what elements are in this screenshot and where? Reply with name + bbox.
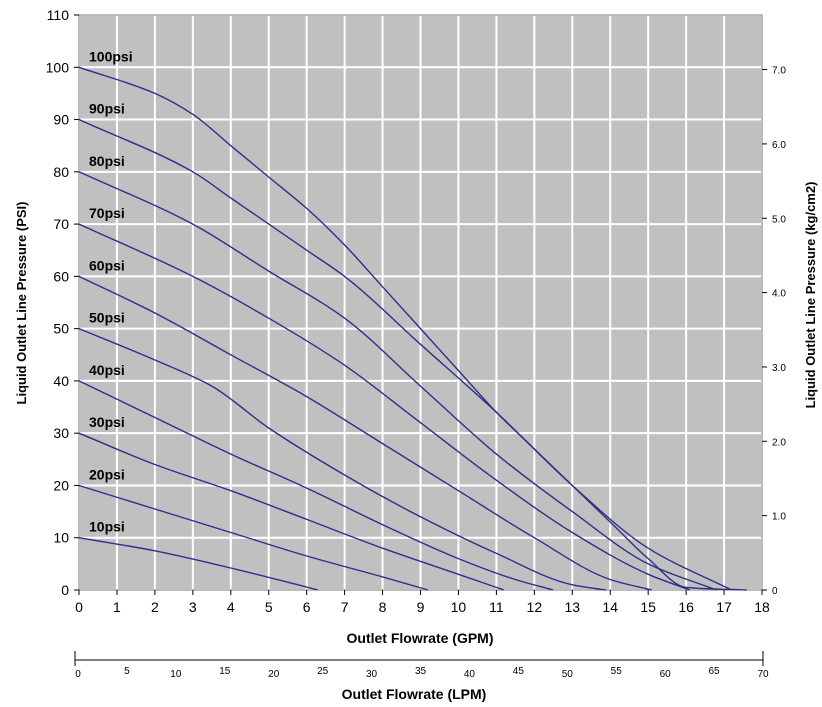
curve-label-40psi: 40psi [89,362,125,378]
curve-50psi [78,327,607,591]
curve-30psi [78,432,505,591]
left-tick-label: 80 [53,164,69,180]
curve-labels: 10psi 20psi 30psi 40psi 50psi 60psi 70psi 80psi… [89,48,133,534]
left-axis-ticks: 0 10 20 30 40 50 60 70 80 90 100 110 [46,7,79,598]
bottom-tick-label: 0 [75,599,83,615]
curve-label-90psi: 90psi [89,101,125,117]
curve-90psi [78,118,732,591]
right-tick-label: 1.0 [772,512,786,523]
left-tick-label: 70 [53,216,69,232]
right-tick-label: 6.0 [772,140,786,151]
lpm-axis: 0 5 10 15 20 25 30 35 40 45 50 55 60 65 70 [74,651,769,680]
x-axis-title: Outlet Flowrate (GPM) [347,630,494,646]
lpm-tick-label: 15 [219,666,231,677]
left-tick-label: 20 [53,477,69,493]
curve-label-70psi: 70psi [89,205,125,221]
bottom-tick-label: 10 [451,599,467,615]
left-tick-label: 50 [53,321,69,337]
right-tick-label: 4.0 [772,289,786,300]
bottom-tick-label: 8 [379,599,387,615]
curve-60psi [78,275,653,591]
right-tick-label: 3.0 [772,363,786,374]
lpm-tick-label: 45 [513,666,525,677]
lpm-tick-label: 30 [366,669,378,680]
curve-label-10psi: 10psi [89,519,125,535]
bottom-tick-label: 5 [265,599,273,615]
bottom-tick-label: 4 [227,599,235,615]
right-axis-title: Liquid Outlet Line Pressure (kg/cm2) [803,182,818,409]
curve-40psi [78,380,554,591]
left-tick-label: 10 [53,530,69,546]
curve-label-80psi: 80psi [89,153,125,169]
lpm-tick-label: 65 [709,666,721,677]
right-tick-label: 7.0 [772,66,786,77]
lpm-tick-label: 25 [317,666,329,677]
lpm-tick-label: 0 [75,669,81,680]
lpm-tick-label: 70 [757,669,769,680]
bottom-tick-label: 9 [417,599,425,615]
bottom-tick-label: 17 [716,599,732,615]
right-tick-label: 0 [772,586,778,597]
lpm-tick-label: 50 [562,669,574,680]
y-axis-title: Liquid Outlet Line Pressure (PSI) [14,202,29,405]
lpm-tick-label: 40 [464,669,476,680]
bottom-tick-label: 6 [303,599,311,615]
bottom-tick-label: 1 [113,599,121,615]
left-tick-label: 0 [61,582,69,598]
lpm-tick-label: 35 [415,666,427,677]
bottom-tick-label: 16 [678,599,694,615]
left-tick-label: 100 [46,59,70,75]
bottom-tick-label: 12 [527,599,543,615]
bottom-tick-label: 2 [151,599,159,615]
lpm-axis-title: Outlet Flowrate (LPM) [342,686,487,702]
curve-label-100psi: 100psi [89,48,133,64]
curve-20psi [78,484,429,591]
lpm-tick-label: 20 [268,669,280,680]
left-tick-label: 110 [47,7,70,23]
lpm-tick-label: 55 [611,666,623,677]
bottom-tick-label: 11 [489,599,504,615]
curve-label-20psi: 20psi [89,466,125,482]
pressure-curves [78,66,747,591]
left-tick-label: 30 [53,425,69,441]
left-tick-label: 60 [53,268,69,284]
left-tick-label: 90 [53,112,69,128]
bottom-tick-label: 14 [602,599,618,615]
curve-label-60psi: 60psi [89,257,125,273]
right-tick-label: 5.0 [772,214,786,225]
lpm-tick-label: 60 [660,669,672,680]
curve-80psi [78,171,717,591]
bottom-tick-label: 7 [341,599,349,615]
right-axis-ticks: 0 1.0 2.0 3.0 4.0 5.0 6.0 7.0 [762,66,786,597]
curve-label-30psi: 30psi [89,414,125,430]
lpm-tick-label: 5 [124,666,130,677]
curve-10psi [78,537,319,591]
bottom-tick-label: 3 [189,599,197,615]
curve-70psi [78,223,691,591]
right-tick-label: 2.0 [772,437,786,448]
curve-label-50psi: 50psi [89,310,125,326]
bottom-axis-ticks: 0 1 2 3 4 5 6 7 8 9 10 11 12 13 14 15 16 17 18 [75,590,770,615]
lpm-tick-label: 10 [170,669,182,680]
bottom-tick-label: 18 [754,599,770,615]
bottom-tick-label: 15 [640,599,656,615]
curve-100psi [78,66,747,591]
left-tick-label: 40 [53,373,69,389]
bottom-tick-label: 13 [564,599,580,615]
